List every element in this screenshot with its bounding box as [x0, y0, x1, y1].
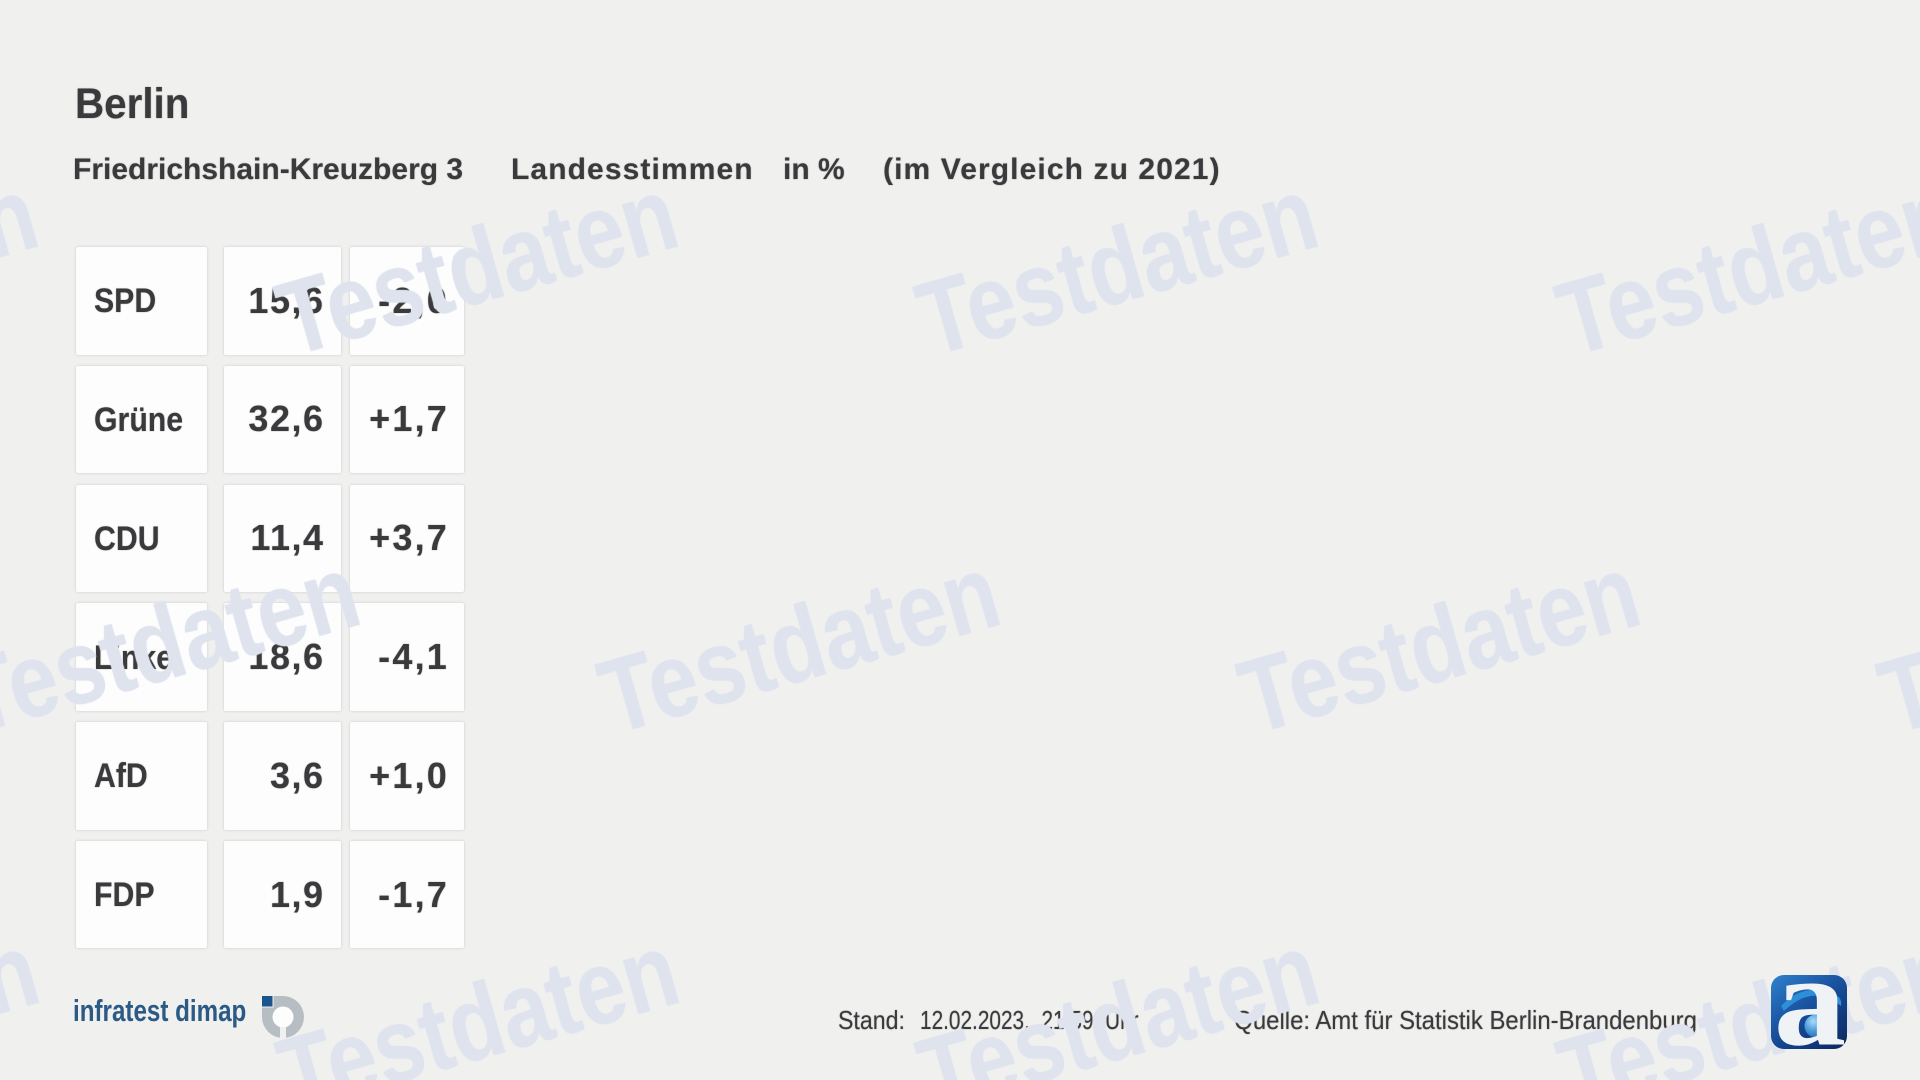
svg-text:a: a [1774, 930, 1847, 1074]
